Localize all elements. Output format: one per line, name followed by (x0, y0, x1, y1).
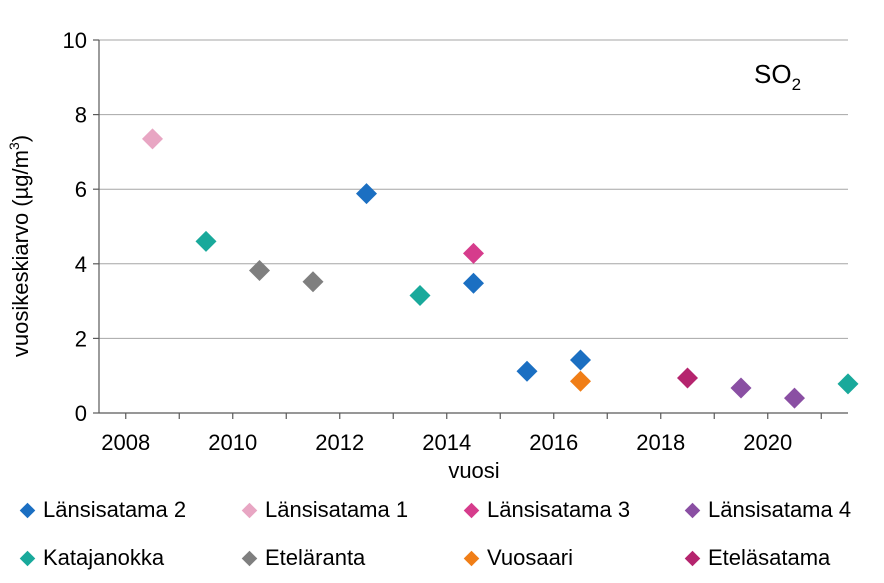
legend-label: Katajanokka (43, 545, 165, 570)
x-tick-label: 2016 (529, 430, 578, 455)
legend-item: Vuosaari (462, 545, 573, 571)
legend-marker (19, 502, 36, 518)
y-axis-label-main: vuosikeskiarvo (µg/m (8, 150, 33, 357)
data-point (356, 183, 377, 205)
y-axis-label-close: ) (8, 135, 33, 142)
data-point (302, 271, 324, 293)
x-tick-label: 2010 (208, 430, 257, 455)
legend-marker (463, 550, 480, 566)
legend-label: Eteläsatama (708, 545, 831, 570)
x-tick-label: 2014 (422, 430, 471, 455)
x-tick-label: 2012 (315, 430, 364, 455)
legend-item: Katajanokka (18, 545, 164, 571)
legend-marker (684, 502, 701, 518)
data-point (463, 242, 484, 264)
y-tick-label: 4 (75, 252, 87, 277)
legend-label: Länsisatama 1 (265, 497, 409, 522)
data-point (409, 285, 431, 307)
legend-item: Länsisatama 3 (462, 497, 630, 523)
data-point (516, 360, 538, 382)
legend-item: Eteläranta (240, 545, 365, 571)
legend-marker (241, 502, 258, 518)
legend-label: Länsisatama 4 (708, 497, 852, 522)
data-point (463, 272, 484, 294)
legend-label: Länsisatama 2 (43, 497, 187, 522)
x-tick-label: 2018 (636, 430, 685, 455)
x-tick-label: 2008 (101, 430, 150, 455)
data-point (570, 370, 591, 392)
gridlines (99, 39, 848, 339)
legend-label: Vuosaari (487, 545, 574, 570)
legend-marker (241, 550, 258, 566)
data-point (570, 349, 591, 371)
annotation-subscript: 2 (792, 75, 801, 94)
data-point (195, 230, 217, 252)
axes (93, 39, 848, 419)
annotation-so2: SO2 (754, 59, 801, 94)
y-tick-label: 10 (63, 28, 87, 53)
data-point (249, 260, 270, 282)
y-tick-label: 2 (75, 326, 87, 351)
x-tick-labels: 2008 2010 2012 2014 2016 2018 2020 (101, 430, 792, 455)
legend-marker (684, 550, 701, 566)
y-tick-label: 8 (75, 103, 87, 128)
y-tick-label: 0 (75, 401, 87, 426)
data-point (730, 377, 752, 399)
legend-label: Länsisatama 3 (487, 497, 631, 522)
x-axis-label: vuosi (448, 458, 499, 483)
y-axis-label-sup: 3 (6, 142, 22, 150)
legend-item: Länsisatama 1 (240, 497, 408, 523)
annotation-main: SO (754, 59, 792, 89)
data-point (784, 387, 805, 409)
legend-label: Eteläranta (265, 545, 366, 570)
data-point (837, 373, 859, 395)
legend-marker (19, 550, 36, 566)
legend-marker (463, 502, 480, 518)
data-point (142, 128, 163, 150)
y-tick-label: 6 (75, 177, 87, 202)
data-points (142, 128, 859, 409)
data-point (677, 367, 698, 389)
y-axis-label: vuosikeskiarvo (µg/m3) (6, 135, 33, 357)
x-tick-label: 2020 (743, 430, 792, 455)
legend-item: Länsisatama 2 (18, 497, 186, 523)
legend-item: Eteläsatama (683, 545, 830, 571)
legend-item: Länsisatama 4 (683, 497, 851, 523)
y-tick-labels: 0 2 4 6 8 10 (63, 28, 87, 426)
